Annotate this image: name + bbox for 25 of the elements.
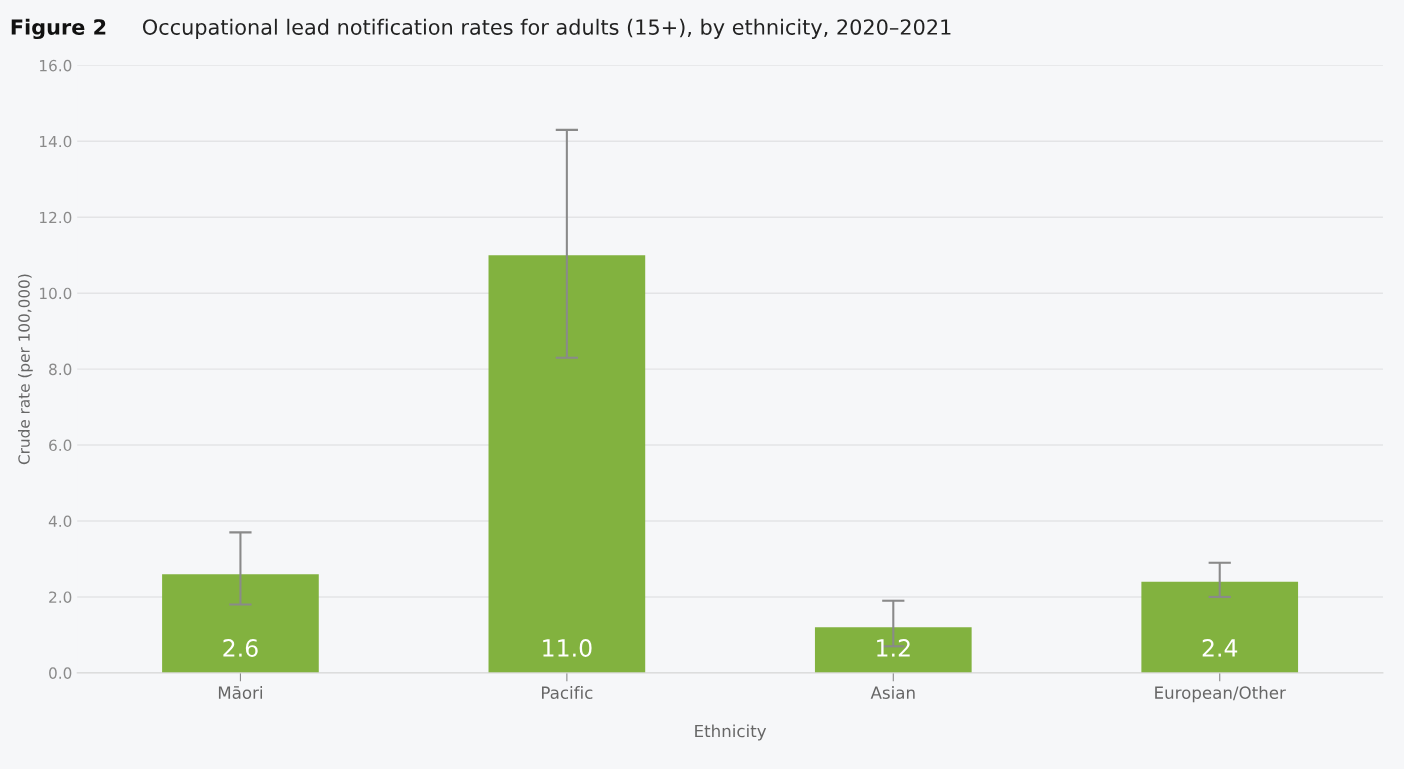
y-tick-label: 2.0 (49, 591, 72, 603)
bar (488, 255, 646, 673)
y-tick-label: 6.0 (49, 439, 72, 452)
chart-subtitle: Occupational lead notification rates for adults (15+), by ethnicity, 2020–2021 (142, 18, 951, 39)
bar (1141, 581, 1299, 673)
x-tick-label: Asian (870, 686, 915, 699)
x-tick-label: Pacific (542, 686, 593, 699)
y-axis-title: Crude rate (per 100,000) (18, 274, 33, 465)
data-label: 1.2 (877, 639, 910, 657)
y-tick-label: 12.0 (40, 211, 72, 224)
x-tick-label: Māori (218, 686, 263, 699)
y-tick-label: 4.0 (48, 515, 72, 528)
bar (162, 574, 319, 673)
data-label: 2.4 (1202, 639, 1238, 657)
y-tick-label: 16.0 (40, 59, 72, 72)
data-label: 11.0 (543, 639, 592, 657)
y-tick-label: 0.0 (49, 667, 72, 679)
x-tick-label: European/Other (1155, 686, 1286, 703)
y-tick-label: 10.0 (40, 287, 72, 300)
chart-title: Figure 2 (11, 18, 106, 40)
y-tick-label: 8.0 (49, 363, 72, 376)
x-axis-title: Ethnicity (695, 724, 767, 741)
data-label: 2.6 (223, 639, 258, 657)
y-tick-label: 14.0 (40, 135, 72, 148)
bar (814, 627, 972, 673)
